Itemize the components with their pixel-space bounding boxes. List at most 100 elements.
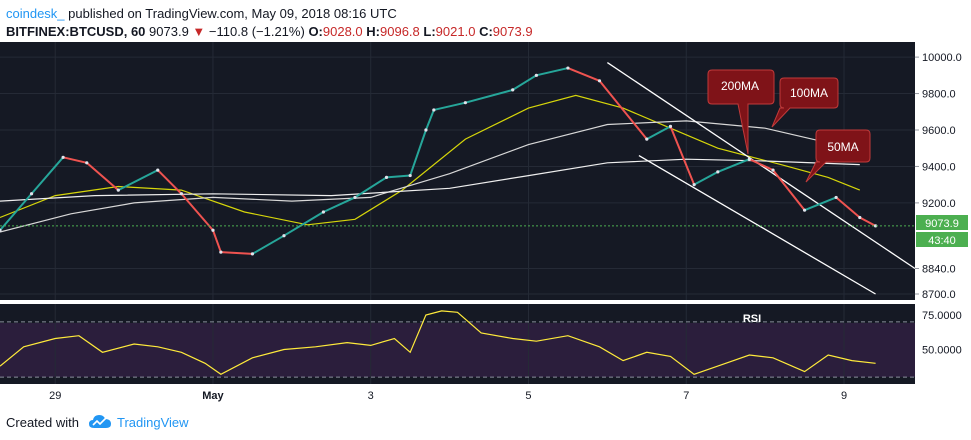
price-point (408, 173, 412, 178)
countdown-tag (916, 232, 968, 247)
price-segment (283, 211, 324, 237)
price-segment (693, 171, 719, 186)
price-segment (748, 158, 774, 171)
publish-line: coindesk_ published on TradingView.com, … (6, 6, 397, 21)
chart-header: coindesk_ published on TradingView.com, … (6, 2, 966, 42)
channel-line-2[interactable] (638, 154, 876, 295)
price-tick-label: 9800.0 (922, 89, 956, 101)
ma-line-200ma (0, 158, 860, 202)
down-arrow-icon: ▼ (192, 24, 206, 39)
price-chart-svg[interactable]: 10000.0 9800.0 9600.0 9400.0 9200.0 8840.0 870… (0, 42, 971, 405)
price-point (0, 228, 2, 232)
price-series (0, 66, 915, 256)
price-point (834, 195, 838, 200)
price-segment (62, 156, 87, 164)
price-point (29, 192, 34, 196)
price-point (432, 108, 436, 112)
price-point (566, 66, 570, 70)
annotation-50ma-bubble (805, 129, 871, 183)
price-tick-label: 8700.0 (922, 289, 956, 301)
price-segment (859, 216, 877, 227)
price-point (321, 210, 326, 214)
last-price: 9073.9 (149, 24, 189, 39)
ma-line-100ma (0, 120, 860, 233)
price-point (282, 234, 286, 238)
rsi-series (0, 310, 876, 376)
time-tick-label: 29 (49, 390, 61, 402)
low-label: L: (423, 24, 436, 39)
price-segment (536, 67, 569, 77)
price-point (211, 228, 215, 232)
time-tick-label: 7 (683, 390, 689, 402)
price-segment (86, 162, 119, 191)
last-price-tag (916, 215, 968, 230)
price-point (353, 195, 357, 200)
publish-info: published on TradingView.com, May 09, 20… (68, 6, 397, 21)
price-point (250, 252, 255, 256)
annotation-50ma[interactable]: 50MA (805, 129, 871, 183)
price-change: −110.8 (−1.21%) (208, 24, 305, 39)
price-point (116, 188, 120, 192)
symbol-line: BITFINEX:BTCUSD, 60 9073.9 ▼ −110.8 (−1.… (6, 24, 533, 39)
price-segment (386, 174, 411, 179)
pane-separator[interactable] (0, 300, 971, 304)
rsi-tick-label: 75.0000 (922, 310, 962, 322)
time-tick-label: 5 (525, 390, 531, 402)
price-point (668, 124, 673, 128)
price-point (424, 128, 428, 132)
price-point (534, 73, 538, 77)
price-segment (409, 129, 427, 176)
close-label: C: (479, 24, 493, 39)
annotation-200ma[interactable]: 200MA (707, 69, 775, 155)
countdown-tag-label: 43:40 (928, 235, 956, 247)
price-point (219, 250, 223, 254)
price-tick-label: 9600.0 (922, 125, 956, 137)
price-point (179, 192, 184, 196)
rsi-scale[interactable] (915, 304, 971, 384)
annotation-100ma[interactable]: 100MA (771, 77, 839, 128)
price-point (716, 170, 720, 174)
price-segment (117, 169, 159, 192)
time-tick-label: 3 (368, 390, 374, 402)
annotation-100ma-text: 100MA (790, 86, 828, 100)
price-segment (180, 193, 214, 231)
price-tick-label: 8840.0 (922, 263, 956, 275)
price-segment (512, 74, 537, 91)
price-segment (646, 125, 671, 140)
price-segment (251, 234, 285, 255)
footer: Created with TradingView (0, 405, 971, 440)
price-segment (835, 196, 861, 219)
ma-line-50ma (0, 94, 861, 226)
price-point (645, 137, 649, 141)
price-point (747, 157, 751, 161)
price-point (85, 161, 89, 165)
price-segment (220, 251, 253, 255)
chart-area[interactable]: 10000.0 9800.0 9600.0 9400.0 9200.0 8840.0 870… (0, 42, 971, 405)
symbol-label: BITFINEX:BTCUSD, 60 (6, 24, 146, 39)
annotation-100ma-bubble (771, 77, 839, 128)
price-scale[interactable] (915, 42, 971, 300)
open-label: O: (308, 24, 323, 39)
time-tick-label: 9 (841, 390, 847, 402)
tradingview-brand-link[interactable]: TradingView (117, 415, 189, 430)
price-segment (717, 158, 750, 173)
high-label: H: (366, 24, 380, 39)
tradingview-cloud-icon[interactable] (88, 413, 112, 431)
time-tick-labels: 29 May 3 5 7 9 (49, 390, 847, 402)
time-axis[interactable] (0, 384, 971, 405)
price-point (802, 208, 807, 212)
last-price-tag-label: 9073.9 (925, 218, 959, 230)
price-point (771, 168, 775, 172)
rsi-line (0, 310, 876, 376)
price-segment (30, 156, 64, 195)
price-segment (433, 101, 466, 111)
rsi-tick-labels: 75.0000 50.0000 (922, 310, 962, 356)
price-point (597, 79, 602, 83)
publisher-username[interactable]: coindesk_ (6, 6, 65, 21)
price-point (463, 101, 467, 105)
annotation-200ma-bubble (707, 69, 775, 155)
low-value: 9021.0 (435, 24, 476, 39)
price-segment (322, 196, 356, 213)
price-point (858, 215, 862, 220)
price-point (692, 183, 696, 187)
